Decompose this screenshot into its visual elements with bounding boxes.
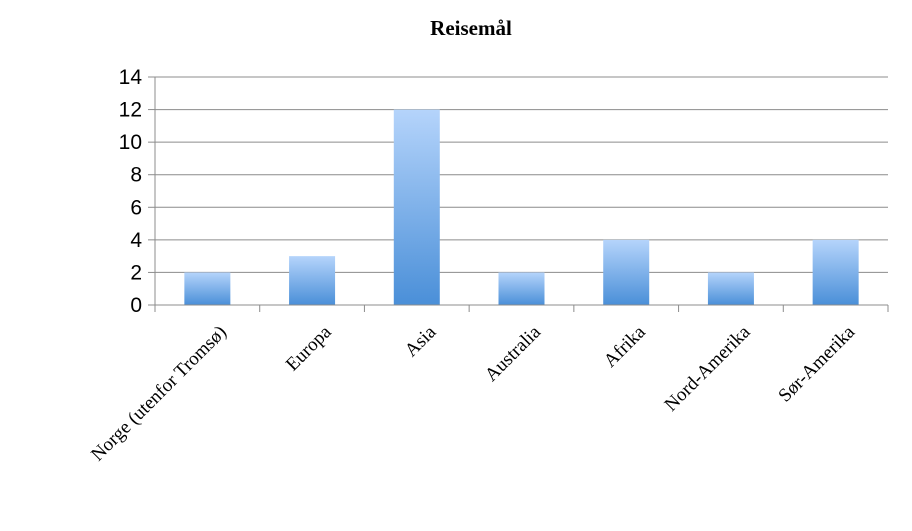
y-tick-label: 2 [130,261,142,284]
bar [289,256,336,305]
y-tick-label: 6 [130,196,142,219]
tick-labels: 0 2 4 6 8 10 12 14 Norge (utenfor Tromsø) Europa A… [87,66,859,465]
x-tick-label: Nord-Amerika [661,321,755,415]
bar [498,272,545,305]
y-tick-label: 10 [119,131,142,154]
x-tick-label: Australia [481,321,545,385]
x-tick-label: Norge (utenfor Tromsø) [87,322,231,466]
gridlines [155,76,888,273]
bar [393,109,440,305]
bar [812,239,859,305]
y-tick-label: 14 [119,66,143,89]
x-tick-label: Sør-Amerika [774,321,859,406]
chart-title: Reisemål [430,16,512,40]
y-tick-label: 0 [130,294,142,317]
axes [148,76,889,312]
bars [184,109,859,305]
y-tick-label: 12 [119,99,142,122]
bar [603,239,650,305]
x-tick-label: Afrika [600,321,650,371]
y-tick-label: 8 [130,164,142,187]
bar [184,272,231,305]
x-tick-label: Asia [401,321,441,361]
x-tick-label: Europa [282,321,336,375]
y-tick-label: 4 [130,229,142,252]
bar [707,272,754,305]
